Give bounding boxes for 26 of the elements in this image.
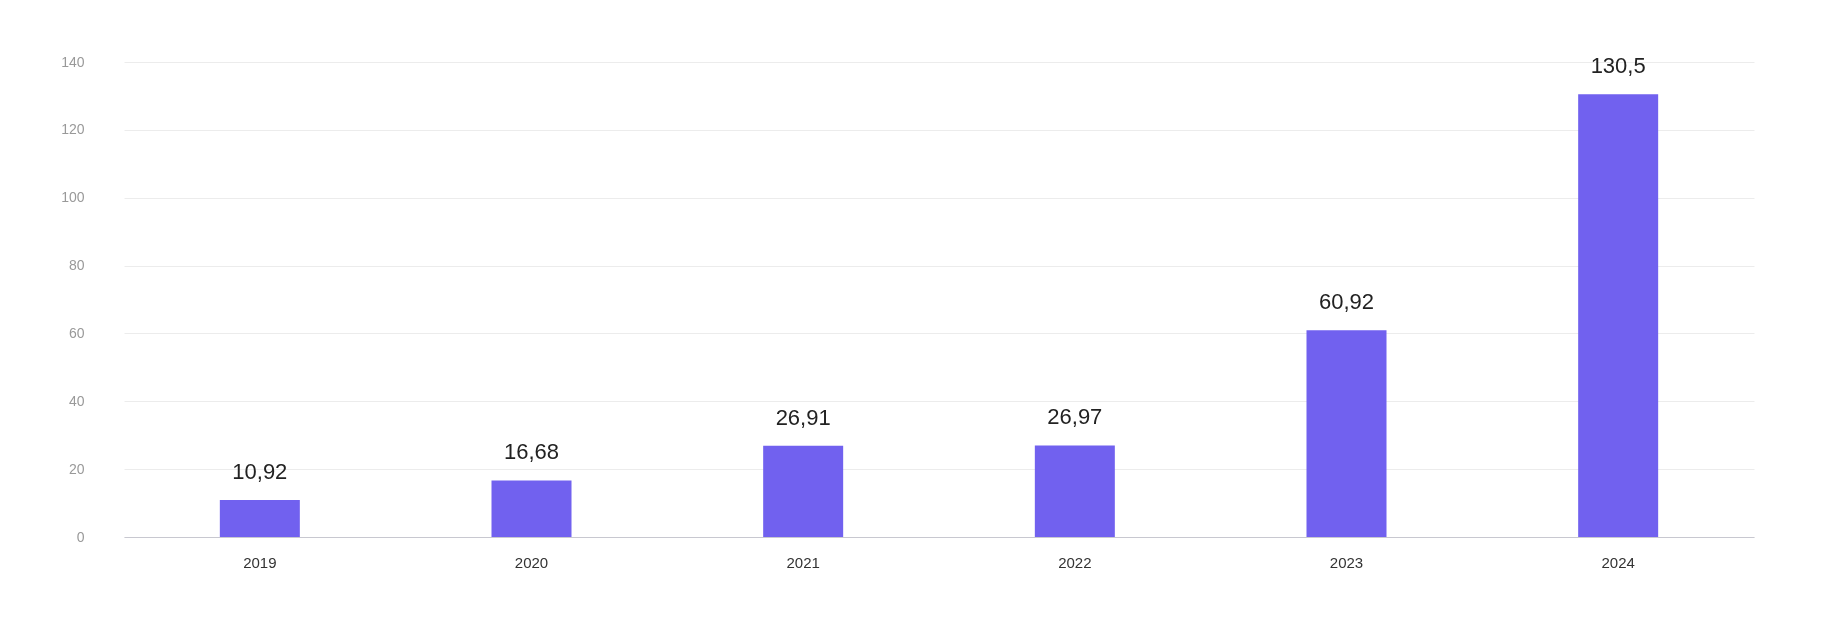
x-tick-label: 2023 — [1329, 553, 1364, 571]
y-tick-label: 0 — [76, 528, 85, 545]
data-label: 10,92 — [232, 458, 288, 484]
y-tick-label: 140 — [61, 53, 85, 70]
bar — [763, 445, 844, 537]
data-label: 60,92 — [1318, 289, 1375, 315]
x-tick-label: 2019 — [243, 553, 277, 571]
data-label: 26,91 — [775, 404, 831, 430]
x-tick-label: 2020 — [514, 553, 549, 571]
x-tick-label: 2022 — [1058, 553, 1092, 571]
bar — [1306, 330, 1387, 537]
y-tick-label: 20 — [68, 460, 85, 477]
data-label: 130,5 — [1590, 53, 1646, 79]
x-tick-label: 2024 — [1601, 553, 1635, 571]
bar — [491, 480, 572, 537]
y-tick-label: 100 — [61, 189, 85, 206]
bar — [1034, 445, 1115, 537]
bar — [219, 499, 300, 537]
y-tick-label: 80 — [68, 257, 85, 274]
data-label: 16,68 — [503, 439, 560, 465]
y-tick-label: 40 — [68, 392, 85, 409]
x-tick-label: 2021 — [786, 553, 820, 571]
data-label: 26,97 — [1047, 404, 1103, 430]
bar — [1578, 94, 1659, 537]
y-tick-label: 60 — [68, 324, 85, 341]
y-tick-label: 120 — [61, 121, 85, 138]
